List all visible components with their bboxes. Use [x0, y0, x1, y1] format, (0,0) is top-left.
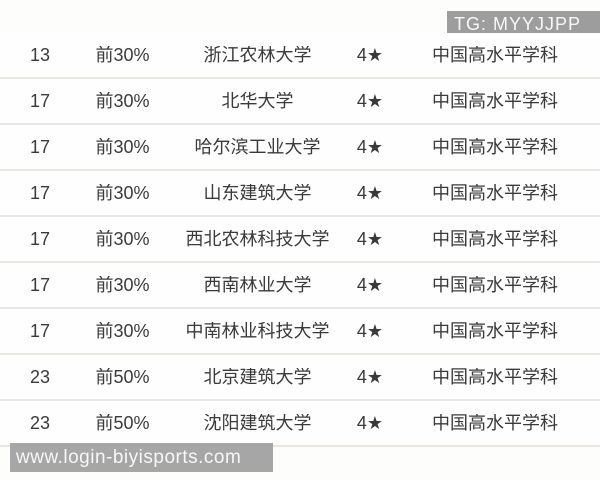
table-row: 17 前30% 西北农林科技大学 4★ 中国高水平学科	[0, 217, 600, 263]
rank-cell: 13	[29, 46, 51, 64]
university-ranking-table: 13 前30% 浙江农林大学 4★ 中国高水平学科 17 前30% 北华大学 4…	[0, 33, 600, 447]
level-cell: 中国高水平学科	[432, 368, 558, 386]
star-rating-cell: 4★	[356, 230, 384, 248]
university-cell: 沈阳建筑大学	[203, 414, 312, 432]
university-cell: 西南林业大学	[203, 276, 312, 294]
table-row: 17 前30% 西南林业大学 4★ 中国高水平学科	[0, 263, 600, 309]
star-rating-cell: 4★	[356, 276, 384, 294]
university-cell: 浙江农林大学	[203, 46, 312, 64]
table-row: 17 前30% 北华大学 4★ 中国高水平学科	[0, 79, 600, 125]
table-row: 17 前30% 山东建筑大学 4★ 中国高水平学科	[0, 171, 600, 217]
rank-cell: 17	[29, 184, 51, 202]
rank-cell: 17	[29, 322, 51, 340]
star-rating-cell: 4★	[356, 92, 384, 110]
star-rating-cell: 4★	[356, 368, 384, 386]
tier-cell: 前30%	[95, 138, 150, 156]
tier-cell: 前30%	[95, 184, 150, 202]
university-cell: 山东建筑大学	[203, 184, 312, 202]
level-cell: 中国高水平学科	[432, 138, 558, 156]
rank-cell: 17	[29, 276, 51, 294]
university-cell: 中南林业科技大学	[185, 322, 330, 340]
table-row: 23 前50% 沈阳建筑大学 4★ 中国高水平学科	[0, 401, 600, 447]
rank-cell: 23	[29, 368, 51, 386]
level-cell: 中国高水平学科	[432, 46, 558, 64]
star-rating-cell: 4★	[356, 138, 384, 156]
table-row: 13 前30% 浙江农林大学 4★ 中国高水平学科	[0, 33, 600, 79]
level-cell: 中国高水平学科	[432, 92, 558, 110]
site-watermark-badge: www.login-biyisports.com	[10, 443, 273, 472]
university-cell: 北京建筑大学	[203, 368, 312, 386]
level-cell: 中国高水平学科	[432, 276, 558, 294]
rank-cell: 17	[29, 138, 51, 156]
star-rating-cell: 4★	[356, 46, 384, 64]
tier-cell: 前50%	[95, 368, 150, 386]
star-rating-cell: 4★	[356, 322, 384, 340]
university-cell: 哈尔滨工业大学	[194, 138, 321, 156]
level-cell: 中国高水平学科	[432, 414, 558, 432]
star-rating-cell: 4★	[356, 414, 384, 432]
university-cell: 西北农林科技大学	[185, 230, 330, 248]
tier-cell: 前30%	[95, 230, 150, 248]
table-row: 23 前50% 北京建筑大学 4★ 中国高水平学科	[0, 355, 600, 401]
table-row: 17 前30% 中南林业科技大学 4★ 中国高水平学科	[0, 309, 600, 355]
university-cell: 北华大学	[221, 92, 294, 110]
tier-cell: 前30%	[95, 46, 150, 64]
star-rating-cell: 4★	[356, 184, 384, 202]
rank-cell: 17	[29, 92, 51, 110]
rank-cell: 17	[29, 230, 51, 248]
table-row: 17 前30% 哈尔滨工业大学 4★ 中国高水平学科	[0, 125, 600, 171]
level-cell: 中国高水平学科	[432, 230, 558, 248]
rank-cell: 23	[29, 414, 51, 432]
level-cell: 中国高水平学科	[432, 184, 558, 202]
tier-cell: 前30%	[95, 276, 150, 294]
level-cell: 中国高水平学科	[432, 322, 558, 340]
tier-cell: 前50%	[95, 414, 150, 432]
tier-cell: 前30%	[95, 322, 150, 340]
tier-cell: 前30%	[95, 92, 150, 110]
